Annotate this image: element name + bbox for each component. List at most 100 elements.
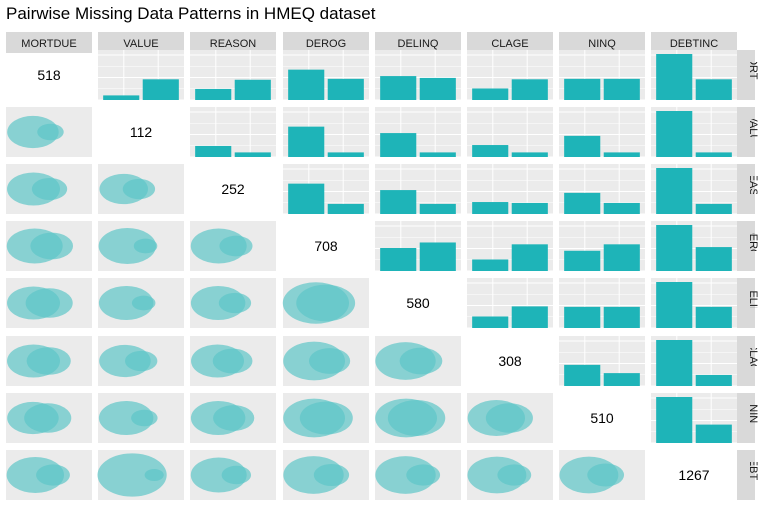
- strip-top-label-clage: CLAGE: [491, 38, 528, 50]
- venn-set-reason: [213, 405, 255, 431]
- bar-mortdue-debtinc-0: [656, 54, 693, 100]
- bar-clage-debtinc-1: [695, 374, 732, 386]
- bar-delinq-clage-0: [472, 316, 509, 328]
- bar-reason-derog-1: [327, 203, 364, 214]
- venn-set-debtinc: [97, 453, 167, 497]
- strip-top-label-delinq: DELINQ: [398, 38, 439, 50]
- strip-right-derog: [737, 221, 755, 271]
- bar-reason-delinq-1: [419, 203, 456, 214]
- strip-right-label-debtinc: DEBTINC: [747, 451, 759, 499]
- bar-value-clage-0: [472, 145, 509, 157]
- strip-top-clage: [467, 32, 553, 53]
- venn-set-value: [131, 295, 156, 311]
- bar-mortdue-delinq-1: [419, 77, 456, 100]
- missing-count-ninq: 510: [590, 410, 614, 426]
- bar-value-debtinc-0: [656, 111, 693, 157]
- bar-ninq-debtinc-1: [695, 424, 732, 443]
- venn-set-derog: [308, 348, 351, 374]
- bar-value-derog-1: [327, 152, 364, 157]
- venn-set-mortdue: [24, 403, 72, 433]
- strip-top-delinq: [375, 32, 461, 53]
- bar-reason-clage-1: [511, 202, 548, 214]
- bar-reason-clage-0: [472, 202, 509, 214]
- bar-delinq-ninq-0: [564, 306, 601, 328]
- bar-reason-derog-0: [288, 183, 325, 214]
- bar-clage-ninq-0: [564, 364, 601, 386]
- bar-value-reason-1: [234, 152, 271, 157]
- bar-delinq-ninq-1: [603, 306, 640, 328]
- bar-value-debtinc-1: [695, 152, 732, 157]
- chart-title: Pairwise Missing Data Patterns in HMEQ d…: [6, 4, 376, 23]
- bar-mortdue-debtinc-1: [695, 79, 732, 100]
- venn-set-clage: [497, 464, 532, 486]
- venn-set-delinq: [399, 347, 443, 375]
- bar-reason-ninq-1: [603, 202, 640, 214]
- strip-top-label-ninq: NINQ: [588, 38, 616, 50]
- strip-right-delinq: [737, 278, 755, 328]
- strip-right-clage: [737, 336, 755, 386]
- bar-reason-debtinc-0: [656, 168, 693, 214]
- strip-top-reason: [190, 32, 276, 53]
- venn-set-ninq: [587, 463, 625, 487]
- bar-mortdue-value-0: [103, 95, 140, 100]
- strip-right-label-reason: REASON: [747, 166, 759, 213]
- venn-set-mortdue: [30, 232, 74, 260]
- bar-mortdue-clage-0: [472, 88, 509, 100]
- venn-set-derog: [313, 463, 350, 487]
- bar-mortdue-clage-1: [511, 79, 548, 100]
- strip-right-label-mortdue: MORTDUE: [747, 47, 759, 102]
- bar-clage-ninq-1: [603, 373, 640, 386]
- venn-set-value: [144, 469, 164, 481]
- venn-set-value: [131, 409, 158, 427]
- venn-set-mortdue: [25, 288, 73, 318]
- strip-right-label-value: VALUE: [747, 114, 759, 149]
- strip-right-mortdue: [737, 50, 755, 100]
- venn-set-delinq: [387, 400, 446, 436]
- bar-mortdue-reason-0: [195, 88, 232, 100]
- strip-top-debtinc: [651, 32, 737, 53]
- missing-count-reason: 252: [221, 181, 245, 197]
- missing-count-clage: 308: [498, 353, 522, 369]
- venn-set-derog: [98, 228, 157, 264]
- strip-right-ninq: [737, 393, 755, 443]
- bar-value-reason-0: [195, 145, 232, 157]
- bar-value-ninq-0: [564, 135, 601, 157]
- strip-top-label-derog: DEROG: [306, 38, 346, 50]
- venn-set-mortdue: [31, 177, 68, 201]
- venn-set-value: [122, 178, 156, 200]
- venn-set-reason: [218, 292, 252, 314]
- bar-derog-delinq-1: [419, 242, 456, 271]
- venn-set-value: [133, 238, 158, 254]
- venn-set-clage: [485, 403, 533, 433]
- strip-right-label-derog: DEROG: [747, 226, 759, 266]
- missing-count-value: 112: [130, 124, 153, 140]
- bar-mortdue-ninq-0: [564, 78, 601, 100]
- venn-set-reason: [212, 348, 253, 374]
- bar-delinq-debtinc-1: [695, 306, 732, 328]
- bar-derog-ninq-0: [564, 250, 601, 271]
- venn-set-delinq: [406, 464, 441, 486]
- bar-value-delinq-0: [380, 133, 417, 157]
- bar-reason-delinq-0: [380, 190, 417, 214]
- strip-top-value: [98, 32, 184, 53]
- venn-set-mortdue: [37, 123, 64, 141]
- strip-right-debtinc: [737, 450, 755, 500]
- bar-derog-debtinc-0: [656, 225, 693, 271]
- venn-set-derog: [296, 284, 356, 322]
- bar-mortdue-derog-1: [327, 78, 364, 100]
- bar-mortdue-ninq-1: [603, 78, 640, 100]
- strip-top-label-debtinc: DEBTINC: [670, 38, 718, 50]
- strip-right-reason: [737, 164, 755, 214]
- bar-value-ninq-1: [603, 152, 640, 157]
- bar-derog-ninq-1: [603, 244, 640, 271]
- bar-value-delinq-1: [419, 152, 456, 157]
- bar-derog-clage-1: [511, 244, 548, 271]
- strip-top-label-reason: REASON: [210, 38, 257, 50]
- bar-mortdue-value-1: [142, 79, 179, 100]
- venn-set-delinq: [98, 285, 154, 321]
- strip-top-ninq: [559, 32, 645, 53]
- strip-right-label-clage: CLAGE: [747, 342, 759, 379]
- strip-right-label-ninq: NINQ: [747, 404, 759, 432]
- bar-delinq-clage-1: [511, 306, 548, 328]
